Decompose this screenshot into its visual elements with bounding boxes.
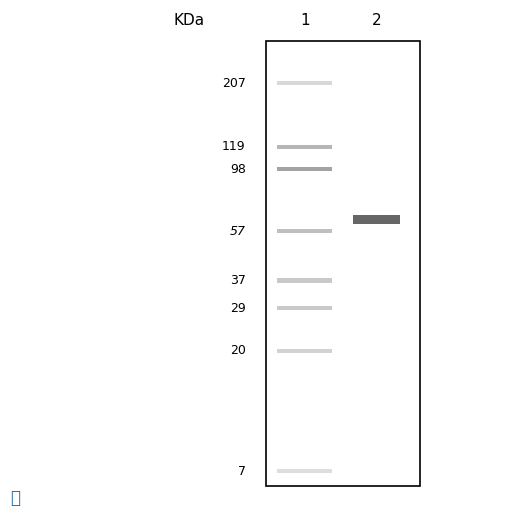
- Bar: [277, 469, 332, 473]
- Text: Ⓐ: Ⓐ: [10, 489, 20, 507]
- Text: KDa: KDa: [174, 13, 205, 28]
- Bar: [277, 349, 332, 353]
- Bar: [277, 229, 332, 233]
- Bar: [277, 167, 332, 171]
- Text: 119: 119: [222, 140, 246, 153]
- Text: 2: 2: [372, 13, 381, 28]
- Text: 29: 29: [230, 302, 246, 315]
- Bar: [277, 229, 332, 233]
- Text: 7: 7: [238, 464, 246, 478]
- Bar: [353, 215, 400, 224]
- Text: 37: 37: [230, 274, 246, 287]
- Text: 1: 1: [300, 13, 309, 28]
- Bar: [277, 306, 332, 310]
- Bar: [277, 81, 332, 86]
- Text: 207: 207: [222, 77, 246, 90]
- Bar: [277, 145, 332, 149]
- Bar: [277, 279, 332, 283]
- Text: 57: 57: [230, 225, 246, 238]
- Text: 20: 20: [230, 345, 246, 357]
- Text: 98: 98: [230, 162, 246, 176]
- Bar: [266, 41, 420, 486]
